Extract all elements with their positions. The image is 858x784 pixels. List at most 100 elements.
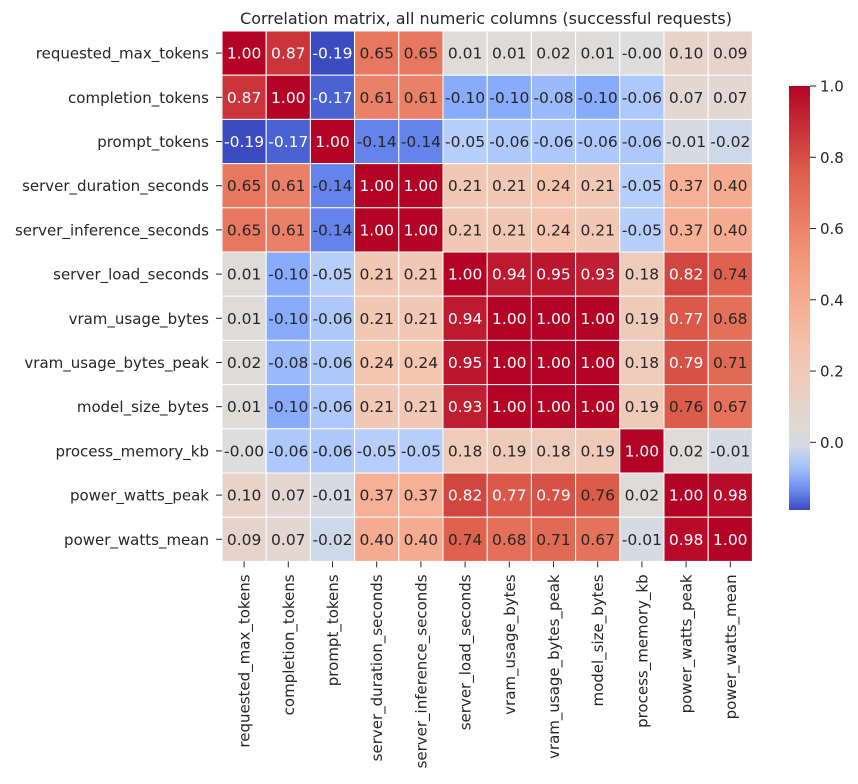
heatmap-cell (354, 428, 400, 474)
heatmap-cell (486, 472, 532, 518)
cell-value-label: -0.05 (622, 221, 662, 239)
heatmap-cell (309, 163, 356, 209)
heatmap-cell (442, 472, 488, 518)
heatmap-cell (354, 295, 400, 341)
cell-value-label: 0.40 (359, 531, 394, 549)
cell-value-label: 0.02 (536, 45, 571, 63)
heatmap-cell (663, 295, 709, 341)
heatmap-cell (398, 295, 444, 341)
heatmap-cell (309, 118, 356, 165)
cell-value-label: -0.05 (357, 442, 397, 460)
cell-value-label: 0.24 (536, 177, 571, 195)
row-tick-label: prompt_tokens (97, 133, 209, 152)
cell-value-label: 0.37 (669, 177, 704, 195)
heatmap-cell (265, 207, 311, 253)
cell-value-label: 0.21 (492, 177, 527, 195)
cell-value-label: 1.00 (536, 310, 571, 328)
heatmap-cell (442, 74, 488, 120)
cell-value-label: 0.21 (580, 221, 615, 239)
cell-value-label: -0.02 (312, 531, 352, 549)
row-tick-label: vram_usage_bytes_peak (24, 354, 209, 373)
cell-value-label: -0.05 (401, 442, 441, 460)
cell-value-label: 0.02 (227, 354, 262, 372)
heatmap-cell (221, 163, 267, 209)
heatmap-cell (663, 163, 709, 209)
cell-value-label: 0.76 (580, 487, 615, 505)
heatmap-cell (663, 207, 709, 253)
cell-value-label: 0.24 (359, 354, 394, 372)
cell-value-label: 0.01 (227, 310, 262, 328)
cell-value-label: 0.21 (580, 177, 615, 195)
cell-value-label: -0.06 (312, 398, 352, 416)
heatmap-cell (530, 207, 577, 253)
heatmap-cell (486, 339, 532, 386)
cell-value-label: 1.00 (359, 177, 394, 195)
heatmap-cell (663, 428, 709, 474)
cell-value-label: -0.19 (224, 133, 264, 151)
heatmap-cell (221, 472, 267, 518)
column-tick-label: server_duration_seconds (368, 574, 387, 761)
heatmap-cell (354, 472, 400, 518)
heatmap-cell (486, 163, 532, 209)
heatmap-cell (354, 118, 400, 165)
cell-value-label: 1.00 (492, 398, 527, 416)
cell-value-label: 0.65 (359, 45, 394, 63)
cell-value-label: -0.08 (268, 354, 308, 372)
row-tick-label: model_size_bytes (77, 398, 209, 417)
heatmap-cell (398, 118, 444, 165)
cell-value-label: 1.00 (580, 398, 615, 416)
cell-value-label: 0.67 (713, 398, 748, 416)
cell-value-label: 0.21 (448, 221, 483, 239)
column-tick-label: server_inference_seconds (412, 574, 431, 768)
colorbar: 0.0 0.2 0.4 0.6 0.8 1.0 (789, 78, 844, 510)
cell-value-label: 0.21 (404, 266, 439, 284)
heatmap-cell (663, 339, 709, 386)
cell-value-label: 1.00 (492, 310, 527, 328)
heatmap-cell (619, 30, 665, 76)
row-tick-label: server_inference_seconds (15, 221, 209, 240)
heatmap-cell (398, 207, 444, 253)
cell-value-label: 1.00 (580, 354, 615, 372)
heatmap-cell (221, 295, 267, 341)
heatmap-cell (265, 74, 311, 120)
heatmap-cell (265, 384, 311, 430)
heatmap-cell (309, 472, 356, 518)
cell-value-label: 1.00 (536, 354, 571, 372)
cell-value-label: 1.00 (492, 354, 527, 372)
heatmap-cell (530, 251, 577, 297)
cell-value-label: -0.10 (445, 89, 485, 107)
cell-value-label: 1.00 (580, 310, 615, 328)
cell-value-label: 0.37 (359, 487, 394, 505)
heatmap-cell (707, 251, 753, 297)
heatmap-cell (486, 251, 532, 297)
cell-value-label: -0.06 (622, 89, 662, 107)
cell-value-label: 0.07 (669, 89, 704, 107)
cell-value-label: -0.06 (622, 133, 662, 151)
heatmap-cell (354, 74, 400, 120)
cell-value-label: 0.10 (669, 45, 704, 63)
colorbar-tick-label: 0.6 (820, 220, 844, 238)
column-tick-label: power_watts_peak (678, 574, 697, 713)
heatmap-cell (663, 472, 709, 518)
heatmap-cell (707, 472, 753, 518)
heatmap-cell (619, 163, 665, 209)
cell-value-label: -0.10 (268, 398, 308, 416)
cell-value-label: 0.02 (625, 487, 660, 505)
heatmap-cell (265, 472, 311, 518)
heatmap-cell (442, 251, 488, 297)
cell-value-label: 0.77 (669, 310, 704, 328)
heatmap-cell (354, 339, 400, 386)
heatmap-cell (265, 516, 311, 562)
cell-value-label: 0.94 (492, 266, 527, 284)
cell-value-label: 0.21 (492, 221, 527, 239)
cell-value-label: -0.06 (578, 133, 618, 151)
cell-value-label: 0.67 (580, 531, 615, 549)
heatmap-cell (619, 516, 665, 562)
heatmap-cell (442, 384, 488, 430)
cell-value-label: 0.82 (669, 266, 704, 284)
colorbar-tick-label: 0.4 (820, 291, 844, 309)
cell-value-label: 0.68 (713, 310, 748, 328)
heatmap-cell (530, 384, 577, 430)
cell-value-label: 0.65 (227, 177, 262, 195)
